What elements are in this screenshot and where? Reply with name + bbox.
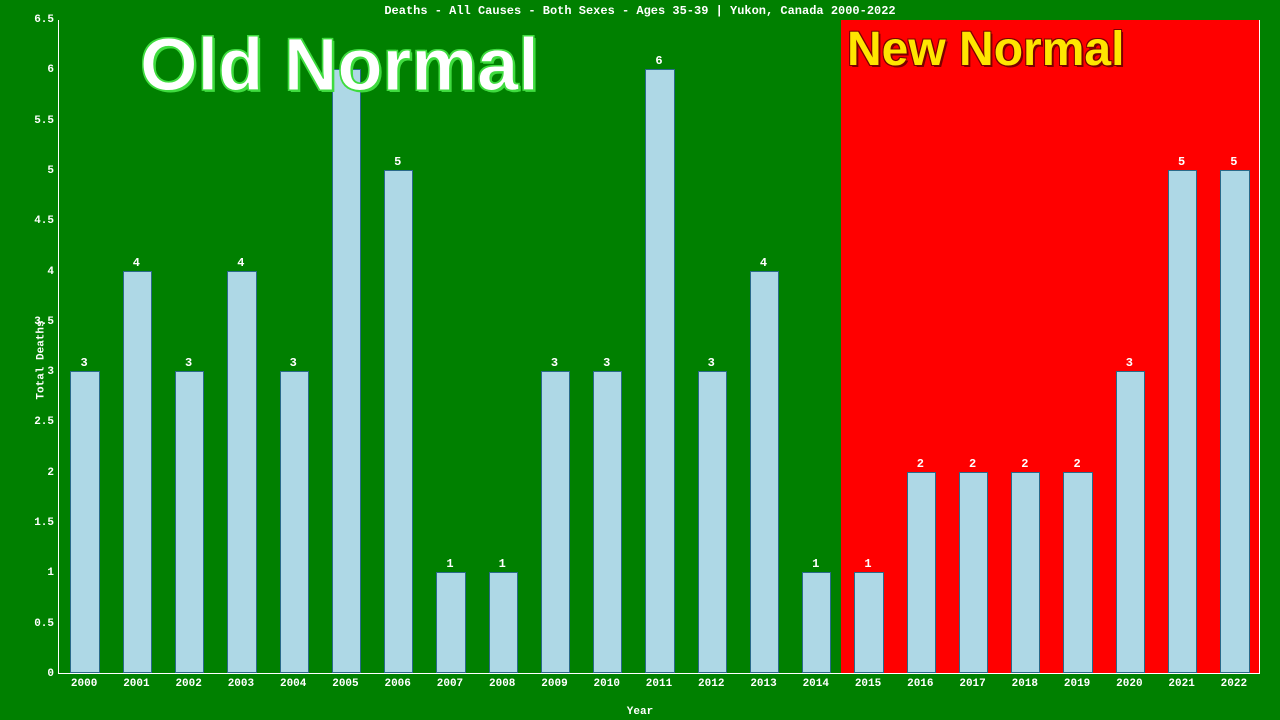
y-tick-label: 2	[14, 467, 54, 479]
bar-value-label: 3	[551, 356, 558, 370]
x-tick-label: 2016	[907, 678, 933, 690]
x-tick-label: 2001	[123, 678, 149, 690]
bar-value-label: 2	[969, 457, 976, 471]
x-tick-label: 2004	[280, 678, 306, 690]
x-tick-label: 2009	[541, 678, 567, 690]
bar	[384, 170, 413, 673]
bar-value-label: 6	[655, 54, 662, 68]
x-tick-label: 2007	[437, 678, 463, 690]
x-tick-label: 2021	[1168, 678, 1194, 690]
chart-title: Deaths - All Causes - Both Sexes - Ages …	[0, 4, 1280, 18]
bar-value-label: 4	[760, 256, 767, 270]
x-tick-label: 2011	[646, 678, 672, 690]
bar-value-label: 5	[394, 155, 401, 169]
bar-value-label: 1	[812, 557, 819, 571]
bar	[1063, 472, 1092, 673]
bar	[227, 271, 256, 673]
bar-value-label: 5	[1230, 155, 1237, 169]
y-tick-label: 5	[14, 165, 54, 177]
bar	[489, 572, 518, 673]
x-tick-label: 2005	[332, 678, 358, 690]
x-tick-label: 2019	[1064, 678, 1090, 690]
bar-value-label: 3	[185, 356, 192, 370]
x-tick-label: 2020	[1116, 678, 1142, 690]
bar	[175, 371, 204, 673]
bar	[436, 572, 465, 673]
bar	[1168, 170, 1197, 673]
x-tick-label: 2003	[228, 678, 254, 690]
x-tick-label: 2010	[594, 678, 620, 690]
x-tick-label: 2014	[803, 678, 829, 690]
x-tick-label: 2012	[698, 678, 724, 690]
x-tick-label: 2013	[750, 678, 776, 690]
bar-value-label: 5	[1178, 155, 1185, 169]
bar	[593, 371, 622, 673]
y-axis-label: Total Deaths	[36, 320, 48, 399]
x-tick-label: 2017	[959, 678, 985, 690]
overlay-old-normal: Old Normal	[140, 22, 539, 107]
y-tick-label: 0.5	[14, 618, 54, 630]
bar	[854, 572, 883, 673]
bar	[698, 371, 727, 673]
plot-area	[58, 20, 1260, 674]
y-tick-label: 4	[14, 266, 54, 278]
bar	[123, 271, 152, 673]
bar-value-label: 3	[1126, 356, 1133, 370]
bar-value-label: 4	[133, 256, 140, 270]
bar-value-label: 1	[864, 557, 871, 571]
x-tick-label: 2015	[855, 678, 881, 690]
bar	[907, 472, 936, 673]
y-tick-label: 1	[14, 567, 54, 579]
y-tick-label: 0	[14, 668, 54, 680]
bar-value-label: 3	[81, 356, 88, 370]
y-tick-label: 1.5	[14, 517, 54, 529]
bar	[1116, 371, 1145, 673]
bar-value-label: 1	[499, 557, 506, 571]
y-tick-label: 3.5	[14, 316, 54, 328]
y-tick-label: 2.5	[14, 416, 54, 428]
x-tick-label: 2018	[1012, 678, 1038, 690]
bars-container	[59, 20, 1259, 673]
bar-value-label: 3	[708, 356, 715, 370]
bar-value-label: 3	[603, 356, 610, 370]
y-tick-label: 5.5	[14, 115, 54, 127]
bar	[280, 371, 309, 673]
bar	[802, 572, 831, 673]
bar-value-label: 1	[446, 557, 453, 571]
bar	[645, 69, 674, 673]
bar	[541, 371, 570, 673]
x-tick-label: 2008	[489, 678, 515, 690]
bar	[750, 271, 779, 673]
x-axis-label: Year	[627, 706, 653, 718]
bar	[332, 69, 361, 673]
bar-value-label: 3	[290, 356, 297, 370]
bar	[1011, 472, 1040, 673]
bar	[1220, 170, 1249, 673]
x-tick-label: 2002	[175, 678, 201, 690]
y-tick-label: 6	[14, 64, 54, 76]
bar-value-label: 2	[1073, 457, 1080, 471]
bar	[959, 472, 988, 673]
bar-value-label: 2	[1021, 457, 1028, 471]
bar-value-label: 2	[917, 457, 924, 471]
y-tick-label: 3	[14, 366, 54, 378]
x-tick-label: 2006	[384, 678, 410, 690]
y-tick-label: 4.5	[14, 215, 54, 227]
bar	[70, 371, 99, 673]
x-tick-label: 2000	[71, 678, 97, 690]
bar-value-label: 4	[237, 256, 244, 270]
overlay-new-normal: New Normal	[847, 22, 1124, 77]
x-tick-label: 2022	[1221, 678, 1247, 690]
